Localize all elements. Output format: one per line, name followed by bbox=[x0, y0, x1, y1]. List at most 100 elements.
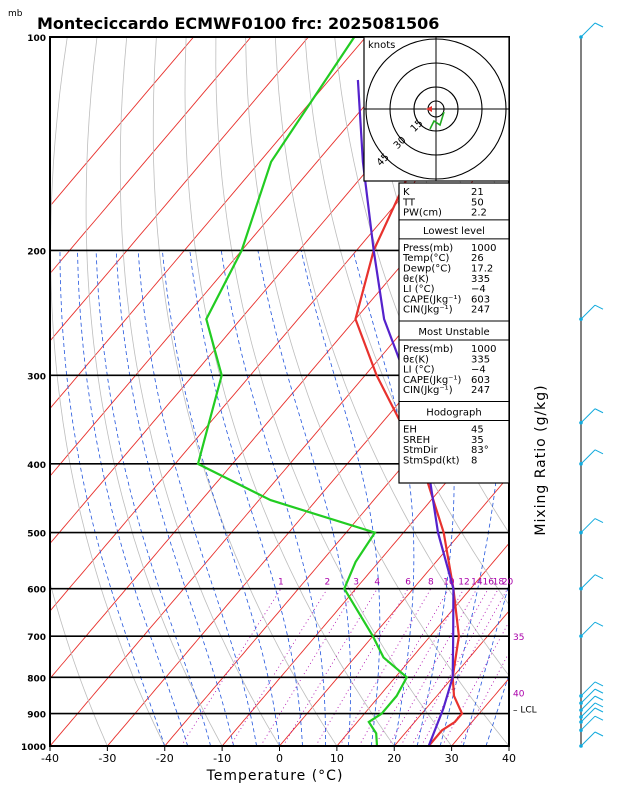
stats-row-key: CIN(Jkg⁻¹) bbox=[403, 385, 453, 396]
wind-barb-flag bbox=[595, 450, 603, 454]
dry-adiabat-line bbox=[51, 37, 165, 746]
stats-row-key: CIN(Jkg⁻¹) bbox=[403, 305, 453, 316]
moist-adiabat-line bbox=[162, 250, 279, 746]
wind-barb-flag bbox=[595, 305, 603, 309]
wind-barb-shaft bbox=[581, 409, 595, 423]
unit-mb-label: mb bbox=[8, 9, 23, 19]
wind-barb-flag bbox=[595, 703, 603, 707]
side-label: 35 bbox=[513, 633, 524, 643]
mixing-ratio-label: 20 bbox=[502, 578, 514, 588]
dry-adiabat-line bbox=[602, 37, 618, 746]
pressure-tick-label: 900 bbox=[27, 711, 46, 721]
hodograph-unit: knots bbox=[368, 40, 395, 51]
side-label: – LCL bbox=[513, 705, 537, 715]
moist-adiabat-line bbox=[60, 250, 165, 746]
moist-adiabat-line bbox=[221, 250, 325, 746]
mixing-ratio-label: 8 bbox=[428, 578, 434, 588]
side-label: 40 bbox=[513, 689, 525, 699]
y-axis-label: Mixing Ratio (g/kg) bbox=[533, 384, 549, 535]
dry-adiabat-line bbox=[543, 37, 618, 746]
wind-barb-shaft bbox=[581, 23, 595, 37]
moist-adiabat-line bbox=[301, 250, 380, 746]
mixing-ratio-label: 10 bbox=[443, 578, 455, 588]
dry-adiabat-line bbox=[153, 37, 337, 746]
wind-barb-shaft bbox=[581, 575, 595, 589]
wind-barb-flag bbox=[595, 23, 603, 27]
mixing-ratio-label: 1 bbox=[278, 578, 284, 588]
stats-row-value: 247 bbox=[471, 385, 490, 396]
stats-row-key: StmSpd(kt) bbox=[403, 455, 460, 466]
wind-barb-flag bbox=[595, 696, 603, 700]
stats-top-key: PW(cm) bbox=[403, 208, 442, 219]
wind-barb-flag bbox=[595, 689, 603, 693]
wind-barb-shaft bbox=[581, 689, 595, 703]
x-tick-label: -20 bbox=[156, 752, 174, 765]
mixing-ratio-label: 12 bbox=[458, 578, 469, 588]
mixing-ratio-line bbox=[460, 589, 544, 746]
x-tick-label: 20 bbox=[387, 752, 401, 765]
pressure-tick-label: 100 bbox=[27, 34, 46, 44]
x-tick-label: -10 bbox=[213, 752, 231, 765]
wind-barb-shaft bbox=[581, 305, 595, 319]
pressure-tick-label: 600 bbox=[27, 586, 46, 596]
wind-barb-flag bbox=[595, 519, 603, 523]
mixing-ratio-label: 4 bbox=[374, 578, 380, 588]
wind-barb-flag bbox=[595, 575, 603, 579]
isotherm-line bbox=[0, 37, 308, 746]
pressure-tick-label: 300 bbox=[27, 372, 46, 382]
x-tick-label: 10 bbox=[330, 752, 344, 765]
wind-barb-shaft bbox=[581, 682, 595, 696]
mixing-ratio-label: 6 bbox=[405, 578, 411, 588]
pressure-tick-label: 200 bbox=[27, 247, 46, 257]
mixing-ratio-line bbox=[261, 589, 356, 746]
wind-barb-shaft bbox=[581, 696, 595, 710]
wind-barb-shaft bbox=[581, 732, 595, 746]
chart-title: Monteciccardo ECMWF0100 frc: 2025081506 bbox=[37, 14, 439, 33]
wind-column bbox=[579, 23, 603, 748]
wind-barb-shaft bbox=[581, 622, 595, 636]
stats-section-title: Hodograph bbox=[426, 408, 481, 419]
stats-section-title: Most Unstable bbox=[418, 327, 489, 338]
pressure-tick-label: 500 bbox=[27, 530, 46, 540]
x-tick-label: 30 bbox=[445, 752, 459, 765]
pressure-tick-label: 400 bbox=[27, 461, 46, 471]
x-tick-label: 0 bbox=[276, 752, 283, 765]
wind-barb-flag bbox=[595, 708, 603, 712]
isotherm-line bbox=[0, 37, 423, 746]
wind-barb-shaft bbox=[581, 450, 595, 464]
mixing-ratio-label: 3 bbox=[353, 578, 359, 588]
x-tick-label: -40 bbox=[41, 752, 59, 765]
mixing-ratio-line bbox=[340, 589, 431, 746]
moist-adiabat-line bbox=[258, 250, 351, 746]
moist-adiabat-line bbox=[509, 250, 618, 746]
dry-adiabat-line bbox=[86, 37, 222, 746]
dry-adiabat-line bbox=[513, 37, 618, 746]
dry-adiabat-line bbox=[573, 37, 618, 746]
wind-barb-flag bbox=[595, 732, 603, 736]
mixing-ratio-label: 2 bbox=[325, 578, 331, 588]
wind-barb-shaft bbox=[581, 519, 595, 533]
x-tick-label: -30 bbox=[98, 752, 116, 765]
wind-barb-flag bbox=[595, 682, 603, 686]
wind-barb-shaft bbox=[581, 716, 595, 730]
pressure-tick-label: 700 bbox=[27, 633, 46, 643]
pressure-tick-label: 800 bbox=[27, 674, 46, 684]
stats-row-value: 247 bbox=[471, 305, 490, 316]
isotherm-line bbox=[509, 37, 618, 746]
x-tick-label: 40 bbox=[502, 752, 516, 765]
wind-barb-flag bbox=[595, 409, 603, 413]
wind-barb-flag bbox=[595, 716, 603, 720]
x-axis-label: Temperature (°C) bbox=[206, 768, 344, 784]
moist-adiabat-line bbox=[116, 250, 233, 746]
wind-barb-flag bbox=[595, 622, 603, 626]
stats-top-value: 2.2 bbox=[471, 208, 487, 219]
mixing-ratio-line bbox=[283, 589, 377, 746]
mixing-ratio-label: 14 bbox=[471, 578, 483, 588]
plot-area bbox=[0, 37, 618, 746]
stats-section-title: Lowest level bbox=[423, 226, 485, 237]
moist-adiabat-line bbox=[138, 250, 256, 746]
